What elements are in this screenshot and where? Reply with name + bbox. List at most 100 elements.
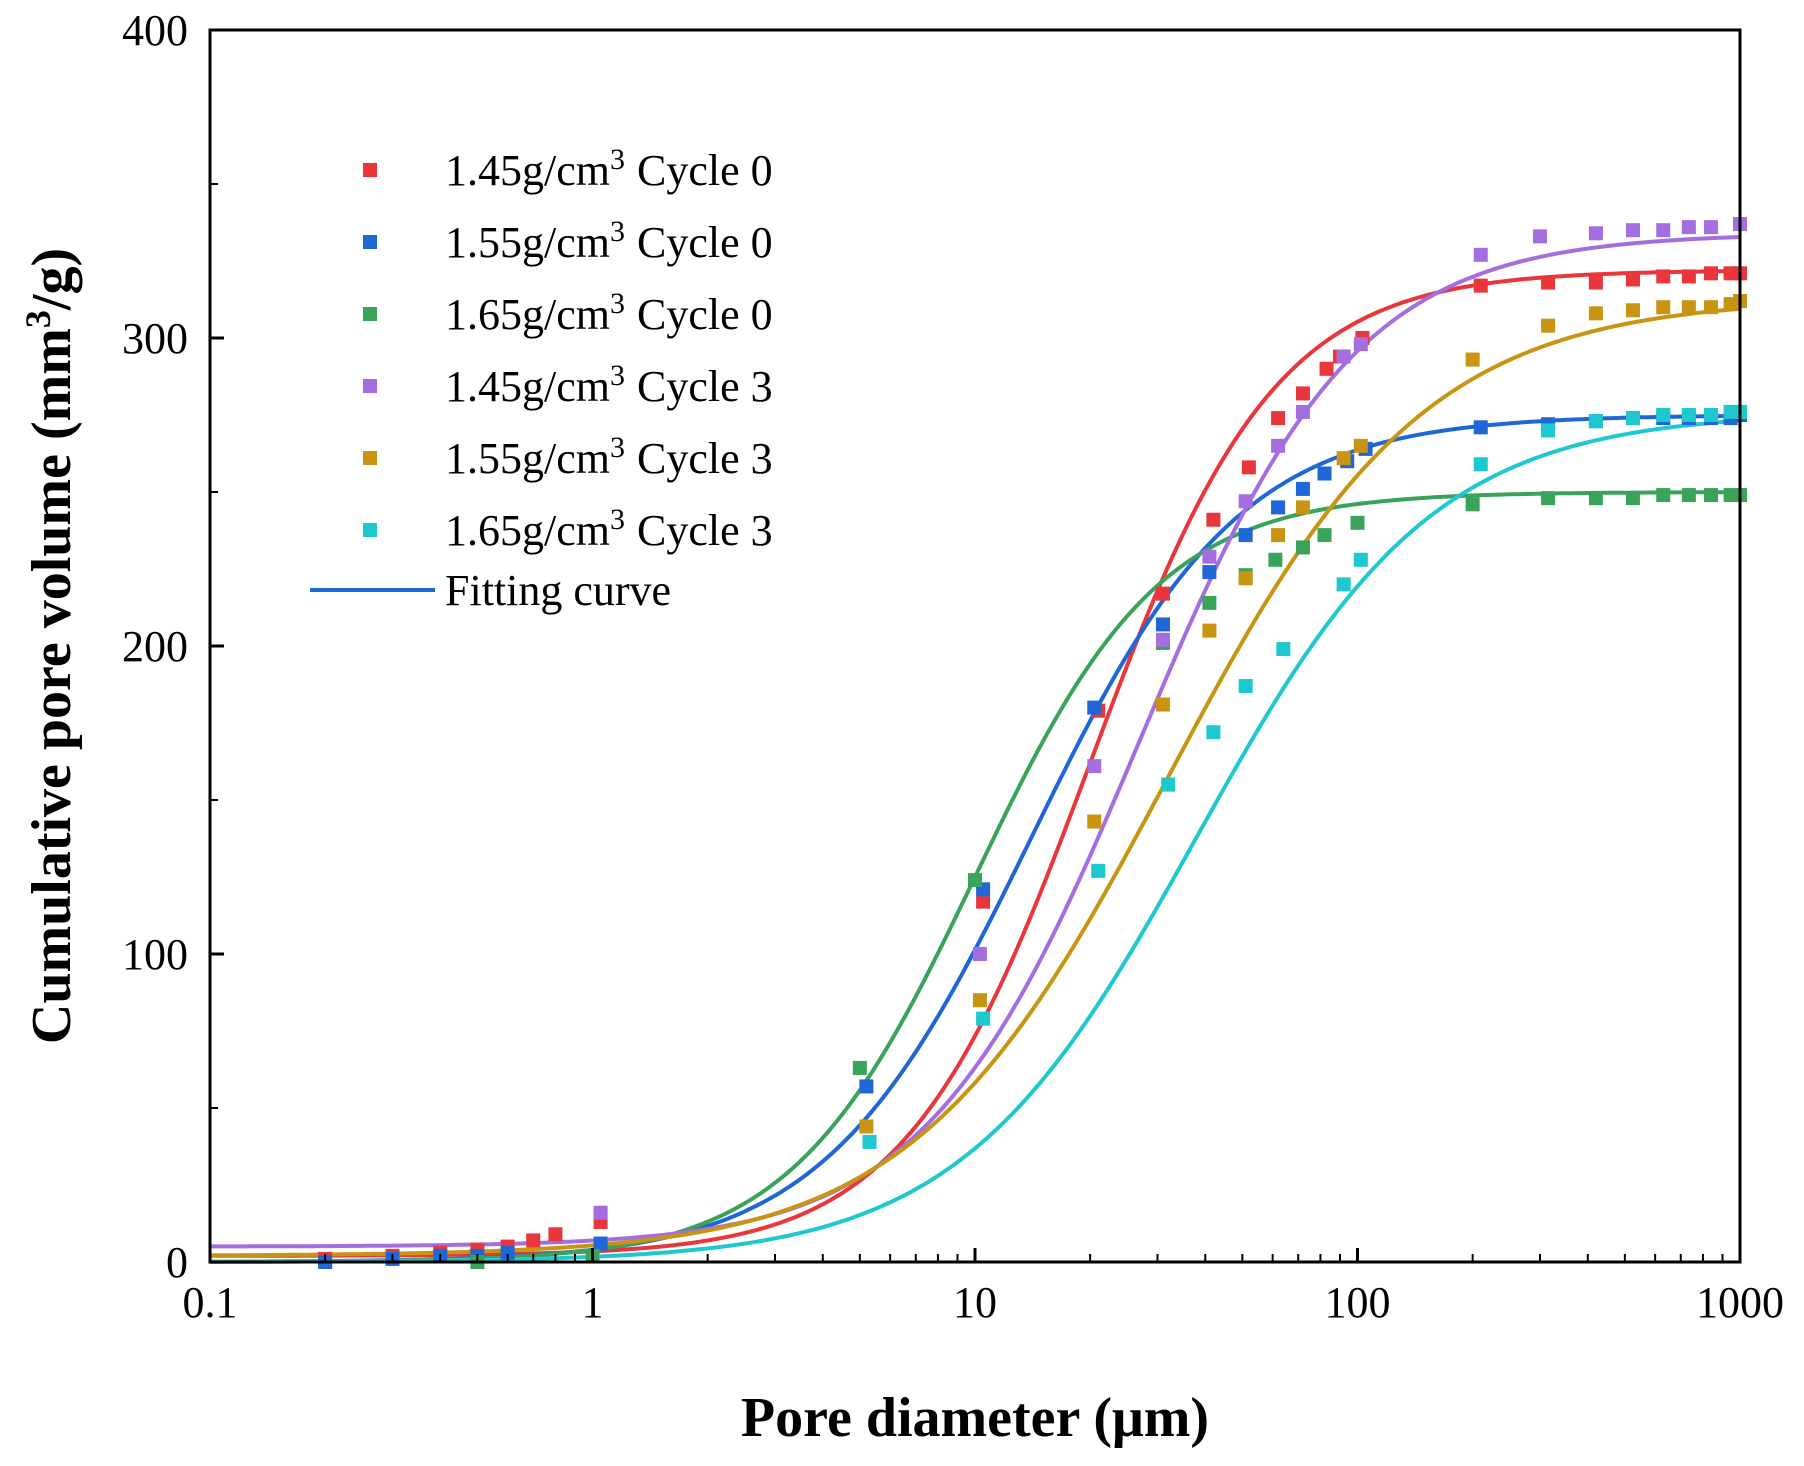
data-point (1656, 408, 1671, 422)
data-point (852, 1060, 867, 1075)
data-point (1681, 408, 1696, 422)
data-point (1238, 571, 1253, 586)
data-point (1473, 278, 1488, 293)
legend-marker (363, 451, 377, 465)
legend-unit: g/cm (522, 434, 610, 483)
data-point (1588, 275, 1603, 290)
legend-unit-sup: 3 (610, 143, 625, 176)
y-axis-title-tail: /g) (21, 248, 83, 311)
data-point (1202, 549, 1217, 564)
y-tick-label: 0 (166, 1238, 188, 1287)
data-point (976, 1011, 991, 1026)
y-axis-title: Cumulative pore volume (mm3/g) (18, 248, 83, 1044)
data-point (1271, 438, 1286, 453)
data-point (1704, 220, 1719, 235)
data-point (1276, 642, 1291, 657)
data-point (1625, 411, 1640, 426)
data-point (1541, 491, 1556, 506)
legend-label: 1.55g/cm3 Cycle 0 (445, 215, 773, 268)
data-point (1704, 488, 1719, 503)
fit-curve (210, 418, 1741, 1264)
data-point (1656, 300, 1671, 315)
legend-marker (363, 379, 377, 393)
data-point (1681, 269, 1696, 284)
legend-unit-sup: 3 (610, 287, 625, 320)
data-point (1155, 617, 1170, 632)
fit-curve (210, 235, 1741, 1249)
legend-density: 1.65 (445, 290, 522, 339)
data-point (1350, 515, 1365, 530)
x-tick-label: 10 (953, 1278, 997, 1327)
data-point (1295, 481, 1310, 496)
data-point (1541, 318, 1556, 333)
legend-label: 1.45g/cm3 Cycle 3 (445, 359, 773, 412)
data-point (1319, 361, 1334, 376)
data-point (1625, 223, 1640, 238)
data-point (1681, 220, 1696, 235)
legend-density: 1.45 (445, 146, 522, 195)
legend-cycle: Cycle 0 (637, 290, 773, 339)
data-point (1238, 679, 1253, 694)
data-point (1336, 451, 1351, 466)
data-point (1241, 460, 1256, 475)
legend-label: 1.65g/cm3 Cycle 3 (445, 503, 773, 556)
fit-curve (210, 306, 1741, 1258)
legend-marker (363, 163, 377, 177)
data-point (972, 993, 987, 1008)
legend-cycle: Cycle 0 (637, 218, 773, 267)
y-tick-label: 200 (122, 622, 188, 671)
data-point (1087, 700, 1102, 715)
data-point (1087, 814, 1102, 829)
data-point (1271, 528, 1286, 543)
legend-label: 1.65g/cm3 Cycle 0 (445, 287, 773, 340)
data-point (859, 1079, 874, 1094)
data-point (1238, 528, 1253, 543)
data-point (1656, 488, 1671, 503)
legend-cycle: Cycle 3 (637, 362, 773, 411)
data-point (1295, 404, 1310, 419)
data-point (1271, 500, 1286, 515)
data-point (1541, 423, 1556, 438)
y-axis-title-sup: 3 (18, 310, 58, 328)
data-point (1681, 300, 1696, 315)
legend-density: 1.65 (445, 506, 522, 555)
data-point (548, 1227, 563, 1242)
legend-label: 1.55g/cm3 Cycle 3 (445, 431, 773, 484)
data-point (1155, 586, 1170, 601)
y-axis-title-main: Cumulative pore volume (mm (21, 328, 83, 1044)
y-tick-label: 400 (122, 6, 188, 55)
data-point (1295, 540, 1310, 555)
legend-unit: g/cm (522, 506, 610, 555)
data-points (318, 217, 1747, 1269)
data-point (1625, 491, 1640, 506)
data-point (1091, 863, 1106, 878)
data-point (968, 873, 982, 888)
data-point (500, 1245, 515, 1260)
legend-unit-sup: 3 (610, 215, 625, 248)
y-tick-label: 100 (122, 930, 188, 979)
data-point (1202, 623, 1217, 638)
data-point (1206, 512, 1221, 527)
data-point (1336, 577, 1351, 592)
data-point (1268, 552, 1283, 567)
x-tick-label: 1 (582, 1278, 604, 1327)
data-point (1473, 247, 1488, 262)
data-point (1625, 303, 1640, 318)
data-point (1317, 528, 1332, 543)
legend-density: 1.55 (445, 218, 522, 267)
legend-unit: g/cm (522, 290, 610, 339)
data-point (593, 1205, 608, 1220)
legend-density: 1.45 (445, 362, 522, 411)
data-point (1465, 352, 1480, 367)
data-point (1473, 457, 1488, 472)
data-point (1238, 494, 1253, 509)
data-point (972, 947, 987, 961)
legend-cycle: Cycle 3 (637, 506, 773, 555)
data-point (1271, 411, 1286, 426)
data-point (1206, 725, 1221, 740)
data-point (1656, 269, 1671, 284)
data-point (1473, 420, 1488, 435)
data-point (859, 1119, 874, 1134)
data-point (1353, 337, 1368, 352)
